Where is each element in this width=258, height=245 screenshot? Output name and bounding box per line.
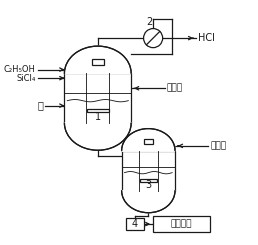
- Text: 4: 4: [132, 219, 138, 229]
- Bar: [153, 216, 210, 232]
- Bar: [126, 218, 143, 230]
- Circle shape: [143, 29, 163, 48]
- Bar: [87, 109, 109, 112]
- Text: 水: 水: [38, 101, 43, 111]
- Text: 2: 2: [146, 17, 152, 27]
- Text: C₂H₅OH: C₂H₅OH: [4, 65, 36, 74]
- Text: 水蕎气: 水蕎气: [166, 84, 183, 93]
- Bar: [140, 179, 157, 182]
- Bar: [122, 151, 175, 191]
- Text: SiCl₄: SiCl₄: [17, 74, 36, 83]
- Text: HCl: HCl: [198, 33, 215, 43]
- Polygon shape: [64, 123, 131, 150]
- Text: 硅酸乙酩: 硅酸乙酩: [171, 220, 192, 229]
- Text: 3: 3: [145, 181, 151, 190]
- Text: 1: 1: [95, 111, 101, 122]
- Polygon shape: [122, 191, 175, 213]
- Text: 中和剂: 中和剂: [210, 141, 227, 150]
- Bar: [144, 139, 153, 144]
- Bar: [64, 74, 131, 123]
- Polygon shape: [122, 129, 175, 151]
- Bar: [92, 59, 104, 65]
- Polygon shape: [64, 46, 131, 74]
